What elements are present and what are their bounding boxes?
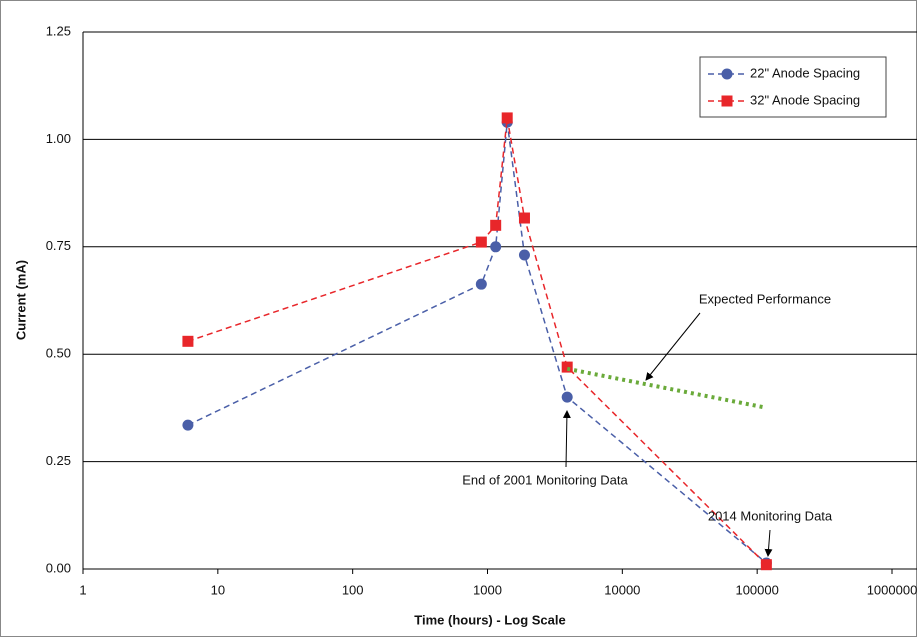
- x-tick-label: 1000000: [867, 582, 917, 597]
- annotation-arrow: [645, 312, 701, 381]
- annotation: End of 2001 Monitoring Data: [462, 472, 628, 487]
- annotation: 2014 Monitoring Data: [708, 508, 833, 523]
- annotation-arrow: [764, 529, 773, 557]
- legend-label: 32" Anode Spacing: [750, 92, 860, 107]
- legend-marker: [721, 68, 733, 80]
- x-tick-label: 100000: [735, 582, 778, 597]
- point: [475, 278, 487, 290]
- x-tick-label: 100: [342, 582, 364, 597]
- y-tick-label: 0.50: [46, 346, 71, 361]
- y-axis-label: Current (mA): [13, 260, 28, 340]
- x-tick-label: 1000: [473, 582, 502, 597]
- annotation-arrow: [562, 410, 571, 468]
- annotation: Expected Performance: [699, 291, 831, 306]
- point: [182, 335, 194, 347]
- x-tick-label: 10: [211, 582, 225, 597]
- point: [760, 559, 772, 571]
- y-tick-label: 0.75: [46, 238, 71, 253]
- y-tick-label: 0.00: [46, 560, 71, 575]
- legend: 22" Anode Spacing 32" Anode Spacing: [699, 56, 887, 118]
- x-axis-label: Time (hours) - Log Scale: [414, 612, 565, 627]
- point: [501, 112, 513, 124]
- point: [182, 419, 194, 431]
- point: [518, 249, 530, 261]
- y-tick-label: 0.25: [46, 453, 71, 468]
- y-tick-label: 1.25: [46, 23, 71, 38]
- point: [561, 391, 573, 403]
- y-tick-label: 1.00: [46, 131, 71, 146]
- legend-marker: [721, 95, 733, 107]
- trend-line: [566, 366, 764, 410]
- legend-box: [699, 56, 887, 118]
- point: [490, 241, 502, 253]
- point: [518, 212, 530, 224]
- point: [475, 236, 487, 248]
- point: [561, 361, 573, 373]
- point: [490, 219, 502, 231]
- x-tick-label: 1: [79, 582, 86, 597]
- legend-label: 22" Anode Spacing: [750, 65, 860, 80]
- x-tick-label: 10000: [604, 582, 640, 597]
